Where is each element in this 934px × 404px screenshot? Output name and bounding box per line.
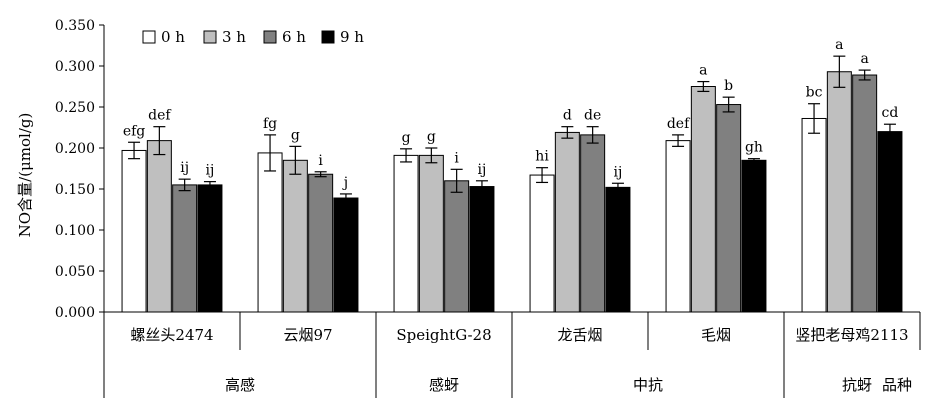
- bar: [690, 86, 716, 313]
- bar: [282, 159, 308, 313]
- significance-label: ij: [614, 164, 623, 180]
- bar: [172, 184, 198, 313]
- bar: [393, 154, 419, 313]
- legend-swatch: [203, 30, 217, 44]
- bar: [716, 104, 742, 313]
- bar: [665, 140, 691, 313]
- category-label: 龙舌烟: [557, 326, 602, 344]
- bar: [197, 184, 223, 313]
- y-tick-label: 0.050: [55, 264, 95, 280]
- legend-label: 9 h: [340, 28, 364, 46]
- legend-label: 6 h: [282, 28, 306, 46]
- legend-swatch: [142, 30, 156, 44]
- category-label: 竖把老母鸡2113: [795, 326, 908, 344]
- y-tick-label: 0.300: [55, 59, 95, 75]
- footer-label: 品种: [882, 376, 912, 394]
- significance-label: efg: [123, 123, 145, 139]
- category-label: 螺丝头2474: [130, 326, 213, 344]
- significance-label: bc: [806, 85, 823, 101]
- significance-label: ij: [478, 162, 487, 178]
- significance-label: de: [584, 108, 601, 124]
- group-label: 感蚜: [429, 376, 459, 394]
- bar: [121, 149, 147, 313]
- y-tick-label: 0.000: [55, 305, 95, 321]
- bar: [801, 117, 827, 313]
- significance-label: def: [667, 116, 691, 132]
- significance-label: g: [291, 127, 300, 143]
- bar: [826, 71, 852, 313]
- significance-label: i: [454, 150, 459, 166]
- significance-label: a: [699, 63, 707, 79]
- legend-swatch: [263, 30, 277, 44]
- significance-label: cd: [882, 105, 899, 121]
- bar: [444, 180, 470, 313]
- bars: [121, 55, 903, 313]
- group-label: 中抗: [633, 376, 663, 394]
- bar: [529, 174, 555, 313]
- y-tick-label: 0.200: [55, 141, 95, 157]
- bar: [741, 159, 767, 313]
- bar: [605, 186, 631, 313]
- bar: [418, 154, 444, 313]
- significance-label: def: [148, 108, 172, 124]
- significance-label: b: [724, 78, 733, 94]
- bar: [554, 131, 580, 313]
- significance-label: g: [427, 129, 436, 145]
- y-tick-label: 0.350: [55, 18, 95, 34]
- group-label: 高感: [225, 376, 255, 394]
- labels: 螺丝头2474 云烟97 SpeightG-28 龙舌烟 毛烟 竖把老母鸡2113 高感 感蚜…: [123, 37, 912, 394]
- legend-label: 3 h: [222, 28, 246, 46]
- significance-label: fg: [263, 116, 277, 132]
- legend-label: 0 h: [161, 28, 185, 46]
- significance-label: ij: [180, 160, 189, 176]
- y-tick-label: 0.250: [55, 100, 95, 116]
- group-label: 抗蚜: [842, 376, 872, 394]
- bar: [146, 140, 172, 313]
- legend-swatch: [321, 30, 335, 44]
- bar: [257, 152, 283, 313]
- significance-label: a: [835, 37, 843, 53]
- significance-label: j: [342, 175, 348, 191]
- significance-label: g: [402, 130, 411, 146]
- bar: [580, 134, 606, 313]
- bar: [877, 131, 903, 313]
- bar: [333, 197, 359, 313]
- legend: 0 h 3 h 6 h 9 h: [142, 28, 364, 46]
- significance-label: d: [563, 108, 572, 124]
- significance-label: hi: [535, 149, 549, 165]
- category-label: 毛烟: [701, 326, 731, 344]
- bar: [469, 186, 495, 313]
- significance-label: a: [860, 51, 868, 67]
- axes: 0.000 0.050 0.100 0.150 0.200 0.250 0.300 0.350: [55, 18, 921, 398]
- y-tick-label: 0.100: [55, 223, 95, 239]
- category-label: SpeightG-28: [396, 326, 491, 344]
- y-axis-label: NO含量/(μmol/g): [16, 113, 34, 238]
- y-tick-label: 0.150: [55, 182, 95, 198]
- significance-label: gh: [745, 140, 763, 156]
- bar: [308, 173, 334, 313]
- significance-label: ij: [206, 163, 215, 179]
- significance-label: i: [318, 153, 323, 169]
- category-label: 云烟97: [283, 326, 332, 344]
- bar: [852, 74, 878, 313]
